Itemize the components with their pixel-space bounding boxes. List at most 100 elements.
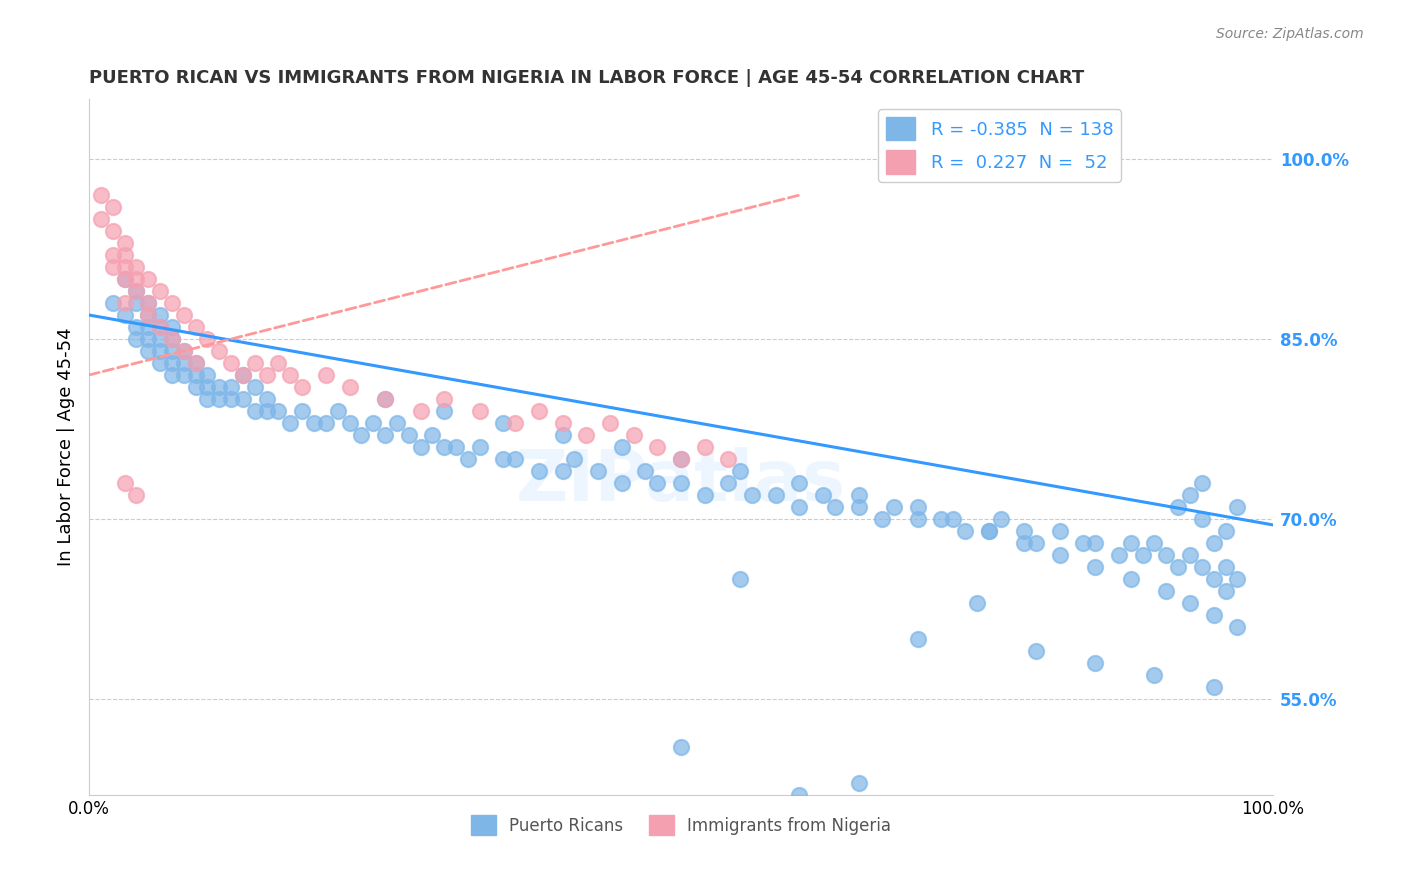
Point: [1108, 548, 1130, 562]
Point: [433, 440, 456, 454]
Point: [219, 356, 242, 370]
Point: [599, 416, 621, 430]
Point: [953, 524, 976, 538]
Point: [374, 392, 396, 406]
Point: [527, 464, 550, 478]
Point: [634, 464, 657, 478]
Point: [1202, 607, 1225, 622]
Point: [645, 475, 668, 490]
Point: [1178, 548, 1201, 562]
Point: [883, 500, 905, 514]
Point: [669, 452, 692, 467]
Point: [789, 500, 811, 514]
Point: [1226, 572, 1249, 586]
Point: [315, 416, 337, 430]
Point: [977, 524, 1000, 538]
Point: [278, 416, 301, 430]
Point: [444, 440, 467, 454]
Point: [1215, 559, 1237, 574]
Point: [575, 428, 598, 442]
Point: [503, 452, 526, 467]
Point: [232, 368, 254, 382]
Point: [623, 428, 645, 442]
Point: [291, 380, 314, 394]
Point: [90, 188, 112, 202]
Point: [184, 356, 207, 370]
Point: [136, 308, 159, 322]
Point: [870, 512, 893, 526]
Point: [1167, 500, 1189, 514]
Point: [741, 488, 763, 502]
Point: [551, 464, 574, 478]
Point: [931, 512, 953, 526]
Point: [278, 368, 301, 382]
Point: [1049, 524, 1071, 538]
Point: [468, 440, 491, 454]
Point: [1191, 559, 1213, 574]
Point: [90, 212, 112, 227]
Point: [160, 332, 183, 346]
Point: [468, 404, 491, 418]
Text: PUERTO RICAN VS IMMIGRANTS FROM NIGERIA IN LABOR FORCE | AGE 45-54 CORRELATION C: PUERTO RICAN VS IMMIGRANTS FROM NIGERIA …: [89, 69, 1084, 87]
Point: [101, 296, 124, 310]
Point: [966, 596, 988, 610]
Point: [1143, 667, 1166, 681]
Point: [374, 392, 396, 406]
Point: [433, 404, 456, 418]
Point: [361, 416, 384, 430]
Point: [149, 320, 172, 334]
Point: [339, 416, 361, 430]
Point: [1191, 475, 1213, 490]
Point: [1084, 656, 1107, 670]
Point: [457, 452, 479, 467]
Point: [149, 320, 172, 334]
Point: [848, 500, 870, 514]
Point: [208, 392, 231, 406]
Point: [149, 308, 172, 322]
Point: [1073, 536, 1095, 550]
Point: [848, 775, 870, 789]
Point: [101, 248, 124, 262]
Point: [492, 452, 515, 467]
Point: [717, 475, 740, 490]
Point: [136, 308, 159, 322]
Point: [160, 344, 183, 359]
Point: [350, 428, 373, 442]
Point: [114, 248, 136, 262]
Point: [125, 272, 148, 286]
Point: [197, 368, 219, 382]
Point: [315, 368, 337, 382]
Point: [125, 332, 148, 346]
Point: [789, 788, 811, 802]
Point: [101, 224, 124, 238]
Point: [1167, 559, 1189, 574]
Point: [125, 284, 148, 298]
Point: [243, 404, 266, 418]
Point: [669, 739, 692, 754]
Point: [149, 284, 172, 298]
Point: [256, 404, 278, 418]
Point: [197, 332, 219, 346]
Point: [184, 356, 207, 370]
Point: [101, 260, 124, 274]
Point: [114, 296, 136, 310]
Point: [1132, 548, 1154, 562]
Point: [125, 284, 148, 298]
Point: [385, 416, 408, 430]
Point: [173, 368, 195, 382]
Point: [645, 440, 668, 454]
Point: [173, 344, 195, 359]
Point: [114, 272, 136, 286]
Point: [197, 392, 219, 406]
Point: [848, 488, 870, 502]
Point: [669, 452, 692, 467]
Point: [173, 308, 195, 322]
Point: [374, 428, 396, 442]
Point: [398, 428, 420, 442]
Point: [1014, 536, 1036, 550]
Point: [1215, 583, 1237, 598]
Point: [1202, 572, 1225, 586]
Point: [149, 356, 172, 370]
Point: [409, 440, 432, 454]
Point: [1156, 548, 1178, 562]
